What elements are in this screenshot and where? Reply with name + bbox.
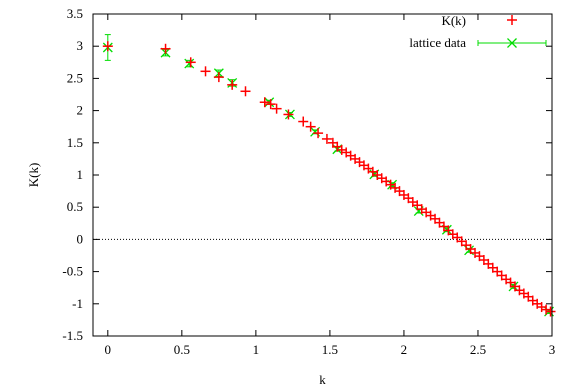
kk-data-point xyxy=(536,302,547,313)
plot-frame xyxy=(92,13,553,337)
kk-data-point xyxy=(200,66,211,77)
x-tick-label: 1.5 xyxy=(322,342,338,357)
kk-data-point xyxy=(298,116,309,127)
x-tick-label: 2.5 xyxy=(470,342,486,357)
x-tick-label: 0 xyxy=(105,342,112,357)
legend-marker-x-errorbar xyxy=(477,38,547,48)
legend-x-mark xyxy=(507,38,517,48)
legend-plus-mark xyxy=(507,15,517,25)
y-tick-label: 0 xyxy=(77,231,84,246)
kk-data-point xyxy=(213,72,224,83)
data-series xyxy=(102,34,556,317)
legend-label-kk: K(k) xyxy=(441,13,466,28)
kk-data-point xyxy=(240,86,251,97)
kk-data-point xyxy=(102,41,113,52)
y-tick-label: -1.5 xyxy=(62,328,83,343)
x-axis-label: k xyxy=(319,372,326,387)
x-tick-label: 0.5 xyxy=(174,342,190,357)
legend-marker-plus xyxy=(507,15,517,25)
x-tick-label: 3 xyxy=(549,342,556,357)
y-tick-label: -0.5 xyxy=(62,264,83,279)
kk-data-point xyxy=(227,79,238,90)
legend-label-lattice-data: lattice data xyxy=(409,35,466,50)
kk-data-point xyxy=(185,57,196,68)
kk-data-point xyxy=(271,103,282,114)
x-tick-label: 1 xyxy=(253,342,260,357)
y-tick-label: 2 xyxy=(77,103,84,118)
kk-data-point xyxy=(321,133,332,144)
kk-data-point xyxy=(305,121,316,132)
x-tick-label: 2 xyxy=(401,342,408,357)
kk-data-point xyxy=(283,109,294,120)
kk-data-point xyxy=(545,306,556,317)
y-tick-label: 3.5 xyxy=(67,6,83,21)
lattice-data-point xyxy=(184,58,195,69)
kk-data-point xyxy=(336,144,347,155)
kk-data-point xyxy=(541,304,552,315)
y-tick-label: 1.5 xyxy=(67,135,83,150)
kk-data-point xyxy=(160,43,171,54)
legend: K(k) lattice data xyxy=(409,13,547,50)
kk-data-point xyxy=(265,99,276,110)
y-tick-label: 3 xyxy=(77,38,84,53)
y-tick-label: 0.5 xyxy=(67,199,83,214)
kk-data-point xyxy=(259,97,270,108)
y-axis-label: K(k) xyxy=(26,163,41,188)
y-tick-label: 2.5 xyxy=(67,70,83,85)
axis-ticks: 0 0.5 1 1.5 2 2.5 3 -1.5 -1 -0.5 0 0.5 1 1.5 2 2.5 3 3.5 xyxy=(62,6,555,357)
kk-data-point xyxy=(313,128,324,139)
y-tick-label: -1 xyxy=(72,296,83,311)
y-tick-label: 1 xyxy=(77,167,84,182)
